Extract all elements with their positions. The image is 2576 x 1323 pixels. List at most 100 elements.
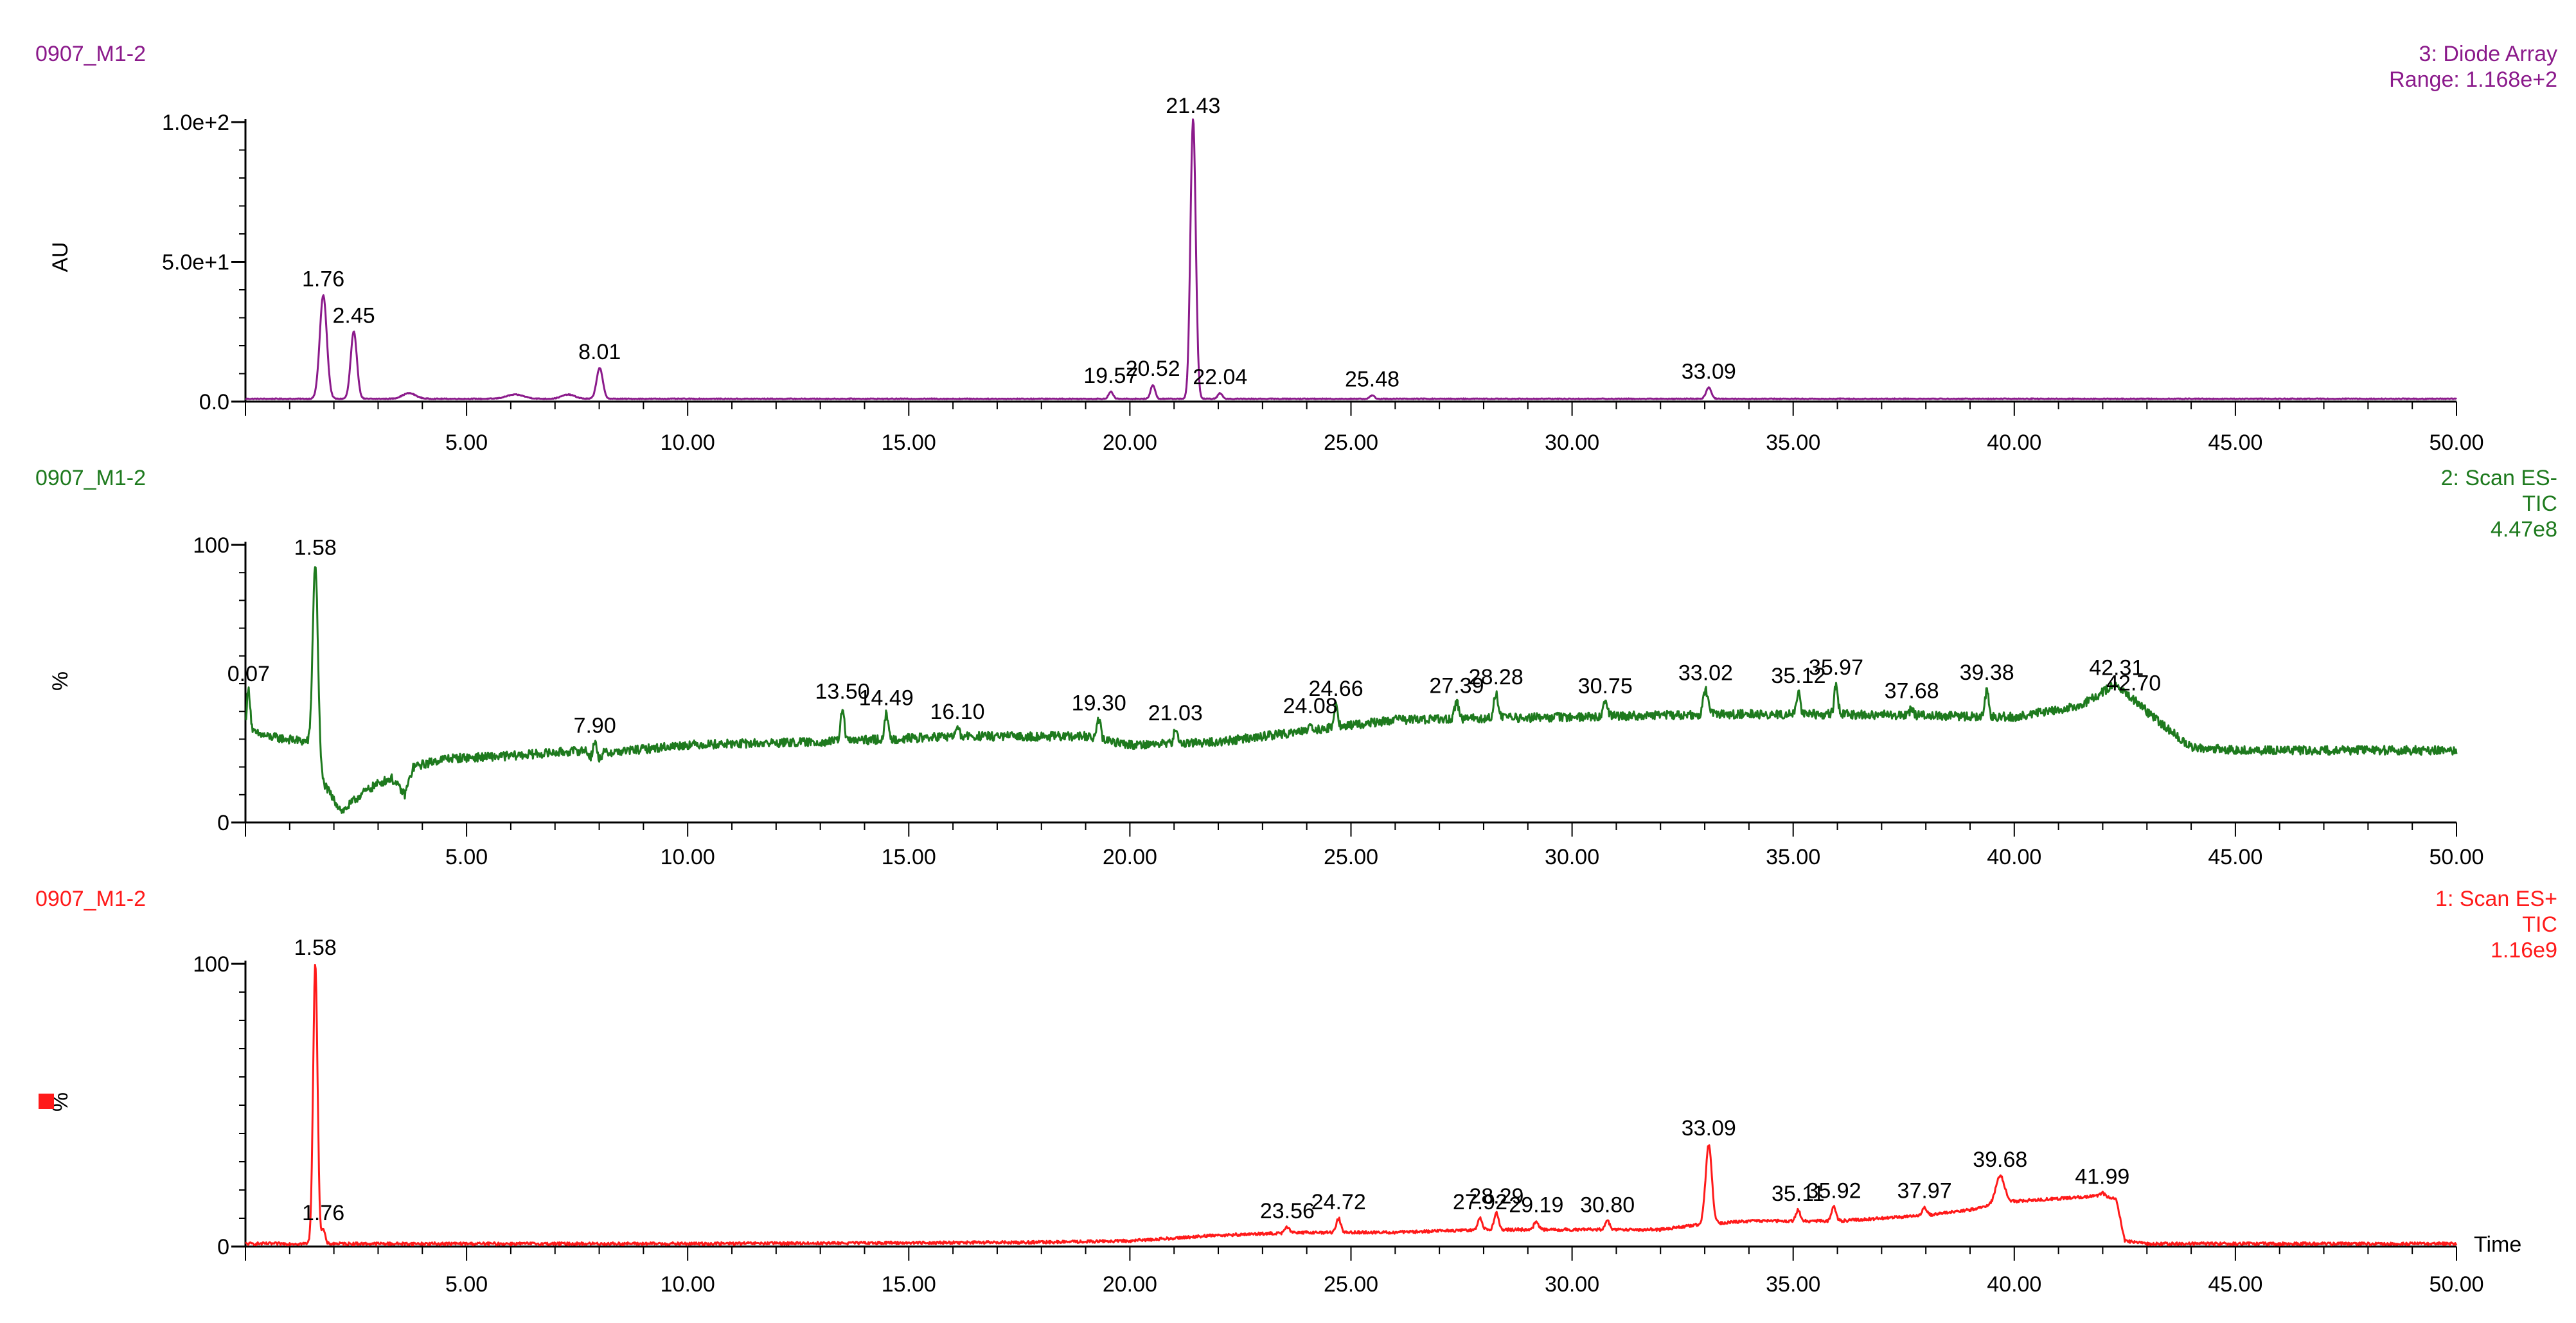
peak-label: 33.09 [1682, 1116, 1736, 1141]
peak-label: 27.39 [1429, 674, 1484, 698]
peak-label: 27.92 [1453, 1190, 1507, 1214]
peak-label: 21.03 [1148, 701, 1203, 725]
peak-label: 39.68 [1973, 1148, 2027, 1172]
y-tick-label: 5.0e+1 [162, 251, 229, 275]
x-tick-label: 15.00 [882, 845, 936, 869]
peak-label: 29.19 [1509, 1193, 1563, 1217]
panel-2-sample-name: 0907_M1-2 [35, 466, 146, 490]
x-tick-label: 35.00 [1766, 1272, 1820, 1297]
peak-label: 35.11 [1772, 1182, 1825, 1206]
peak-label: 24.08 [1283, 694, 1338, 718]
y-tick-label: 1.0e+2 [162, 111, 229, 135]
peak-label: 20.52 [1126, 357, 1180, 381]
panel-2-meta-line: 4.47e8 [2491, 517, 2557, 542]
x-tick-label: 20.00 [1103, 431, 1157, 455]
peak-label: 22.04 [1193, 365, 1247, 389]
peak-label: 28.29 [1469, 1184, 1523, 1209]
x-tick-label: 20.00 [1103, 845, 1157, 869]
peak-label: 14.49 [859, 686, 914, 711]
panel-1-meta-line: Range: 1.168e+2 [2389, 67, 2557, 92]
panel-3-sample-name: 0907_M1-2 [35, 887, 146, 911]
x-tick-label: 5.00 [445, 1272, 488, 1297]
peak-label: 25.48 [1345, 367, 1399, 391]
red-legend-marker [39, 1094, 54, 1109]
peak-label: 7.90 [574, 714, 616, 738]
peak-label: 37.68 [1885, 679, 1939, 703]
peak-label: 23.56 [1260, 1199, 1315, 1223]
peak-label: 8.01 [578, 340, 621, 364]
peak-label: 24.72 [1311, 1190, 1366, 1214]
x-tick-label: 45.00 [2208, 431, 2262, 455]
panel-2-meta-line: 2: Scan ES- [2441, 466, 2557, 490]
series-trace [245, 964, 2458, 1247]
peak-label: 21.43 [1166, 94, 1220, 118]
panel-1-meta-line: 3: Diode Array [2419, 42, 2557, 66]
x-tick-label: 35.00 [1766, 431, 1820, 455]
peak-label: 41.99 [2075, 1164, 2129, 1189]
peak-label: 39.38 [1960, 661, 2014, 685]
peak-label: 13.50 [815, 679, 870, 704]
x-tick-label: 10.00 [661, 1272, 715, 1297]
peak-label: 30.80 [1580, 1193, 1635, 1217]
x-axis-title: Time [2474, 1232, 2521, 1257]
series-trace [245, 118, 2458, 400]
x-tick-label: 35.00 [1766, 845, 1820, 869]
x-tick-label: 50.00 [2429, 845, 2483, 869]
x-tick-label: 20.00 [1103, 1272, 1157, 1297]
panel-2-meta-line: TIC [2522, 492, 2557, 516]
x-tick-label: 5.00 [445, 431, 488, 455]
x-tick-label: 5.00 [445, 845, 488, 869]
peak-label: 37.97 [1897, 1179, 1952, 1203]
x-tick-label: 30.00 [1545, 431, 1599, 455]
x-tick-label: 50.00 [2429, 431, 2483, 455]
peak-label: 1.76 [302, 267, 344, 292]
peak-label: 16.10 [930, 700, 984, 724]
peak-label: 33.02 [1678, 661, 1733, 686]
x-tick-label: 15.00 [882, 431, 936, 455]
x-tick-label: 10.00 [661, 845, 715, 869]
x-tick-label: 15.00 [882, 1272, 936, 1297]
peak-label: 1.58 [294, 535, 337, 560]
y-tick-label: 0 [217, 811, 229, 835]
peak-label: 33.09 [1682, 359, 1736, 384]
peak-label: 0.07 [227, 662, 270, 686]
peak-label: 35.97 [1809, 655, 1863, 680]
series-trace [245, 566, 2458, 814]
x-tick-label: 40.00 [1987, 431, 2041, 455]
x-tick-label: 25.00 [1324, 431, 1378, 455]
y-tick-label: 100 [193, 952, 229, 977]
y-tick-label: 0 [217, 1235, 229, 1259]
y-tick-label: 0.0 [199, 390, 229, 414]
y-axis-title: % [48, 671, 73, 691]
x-tick-label: 30.00 [1545, 845, 1599, 869]
x-tick-label: 45.00 [2208, 1272, 2262, 1297]
peak-label: 42.70 [2106, 671, 2161, 696]
x-tick-label: 30.00 [1545, 1272, 1599, 1297]
peak-label: 42.31 [2089, 656, 2144, 680]
peak-label: 24.66 [1309, 677, 1364, 701]
panel-3-meta-line: TIC [2522, 912, 2557, 937]
peak-label: 35.12 [1771, 664, 1825, 688]
panel-3-meta-line: 1: Scan ES+ [2435, 887, 2557, 911]
peak-label: 19.57 [1083, 364, 1138, 388]
x-tick-label: 40.00 [1987, 845, 2041, 869]
peak-label: 35.92 [1806, 1178, 1861, 1203]
x-tick-label: 50.00 [2429, 1272, 2483, 1297]
x-tick-label: 25.00 [1324, 1272, 1378, 1297]
peak-label: 1.58 [294, 936, 337, 960]
peak-label: 30.75 [1578, 674, 1633, 698]
x-tick-label: 10.00 [661, 431, 715, 455]
y-tick-label: 100 [193, 533, 229, 558]
y-axis-title: AU [48, 242, 73, 272]
x-tick-label: 45.00 [2208, 845, 2262, 869]
peak-label: 19.30 [1072, 691, 1126, 716]
x-tick-label: 25.00 [1324, 845, 1378, 869]
peak-label: 1.76 [302, 1201, 344, 1225]
x-tick-label: 40.00 [1987, 1272, 2041, 1297]
peak-label: 28.28 [1469, 665, 1523, 689]
